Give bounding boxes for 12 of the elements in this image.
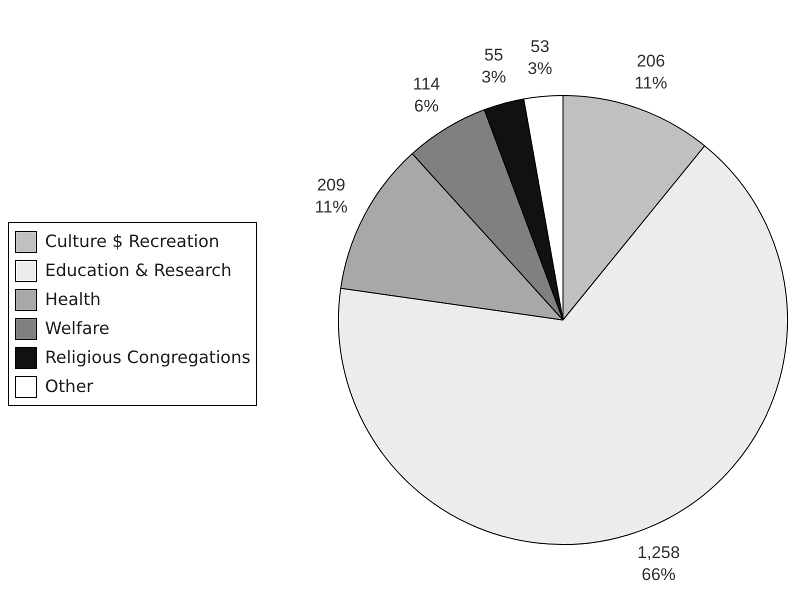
data-label: 206 11%: [634, 51, 668, 92]
legend-label: Culture $ Recreation: [45, 232, 220, 252]
data-label: 1,258 66%: [637, 543, 680, 584]
legend-label: Health: [45, 290, 101, 310]
data-label: 114 6%: [412, 74, 440, 116]
legend-label: Education & Research: [45, 260, 232, 280]
legend-label: Other: [45, 376, 94, 396]
legend-label: Welfare: [45, 318, 110, 338]
data-label: 55 3%: [481, 45, 506, 86]
legend-label: Religious Congregations: [45, 348, 250, 368]
data-label: 209 11%: [314, 176, 348, 217]
data-label: 53 3%: [528, 37, 552, 78]
